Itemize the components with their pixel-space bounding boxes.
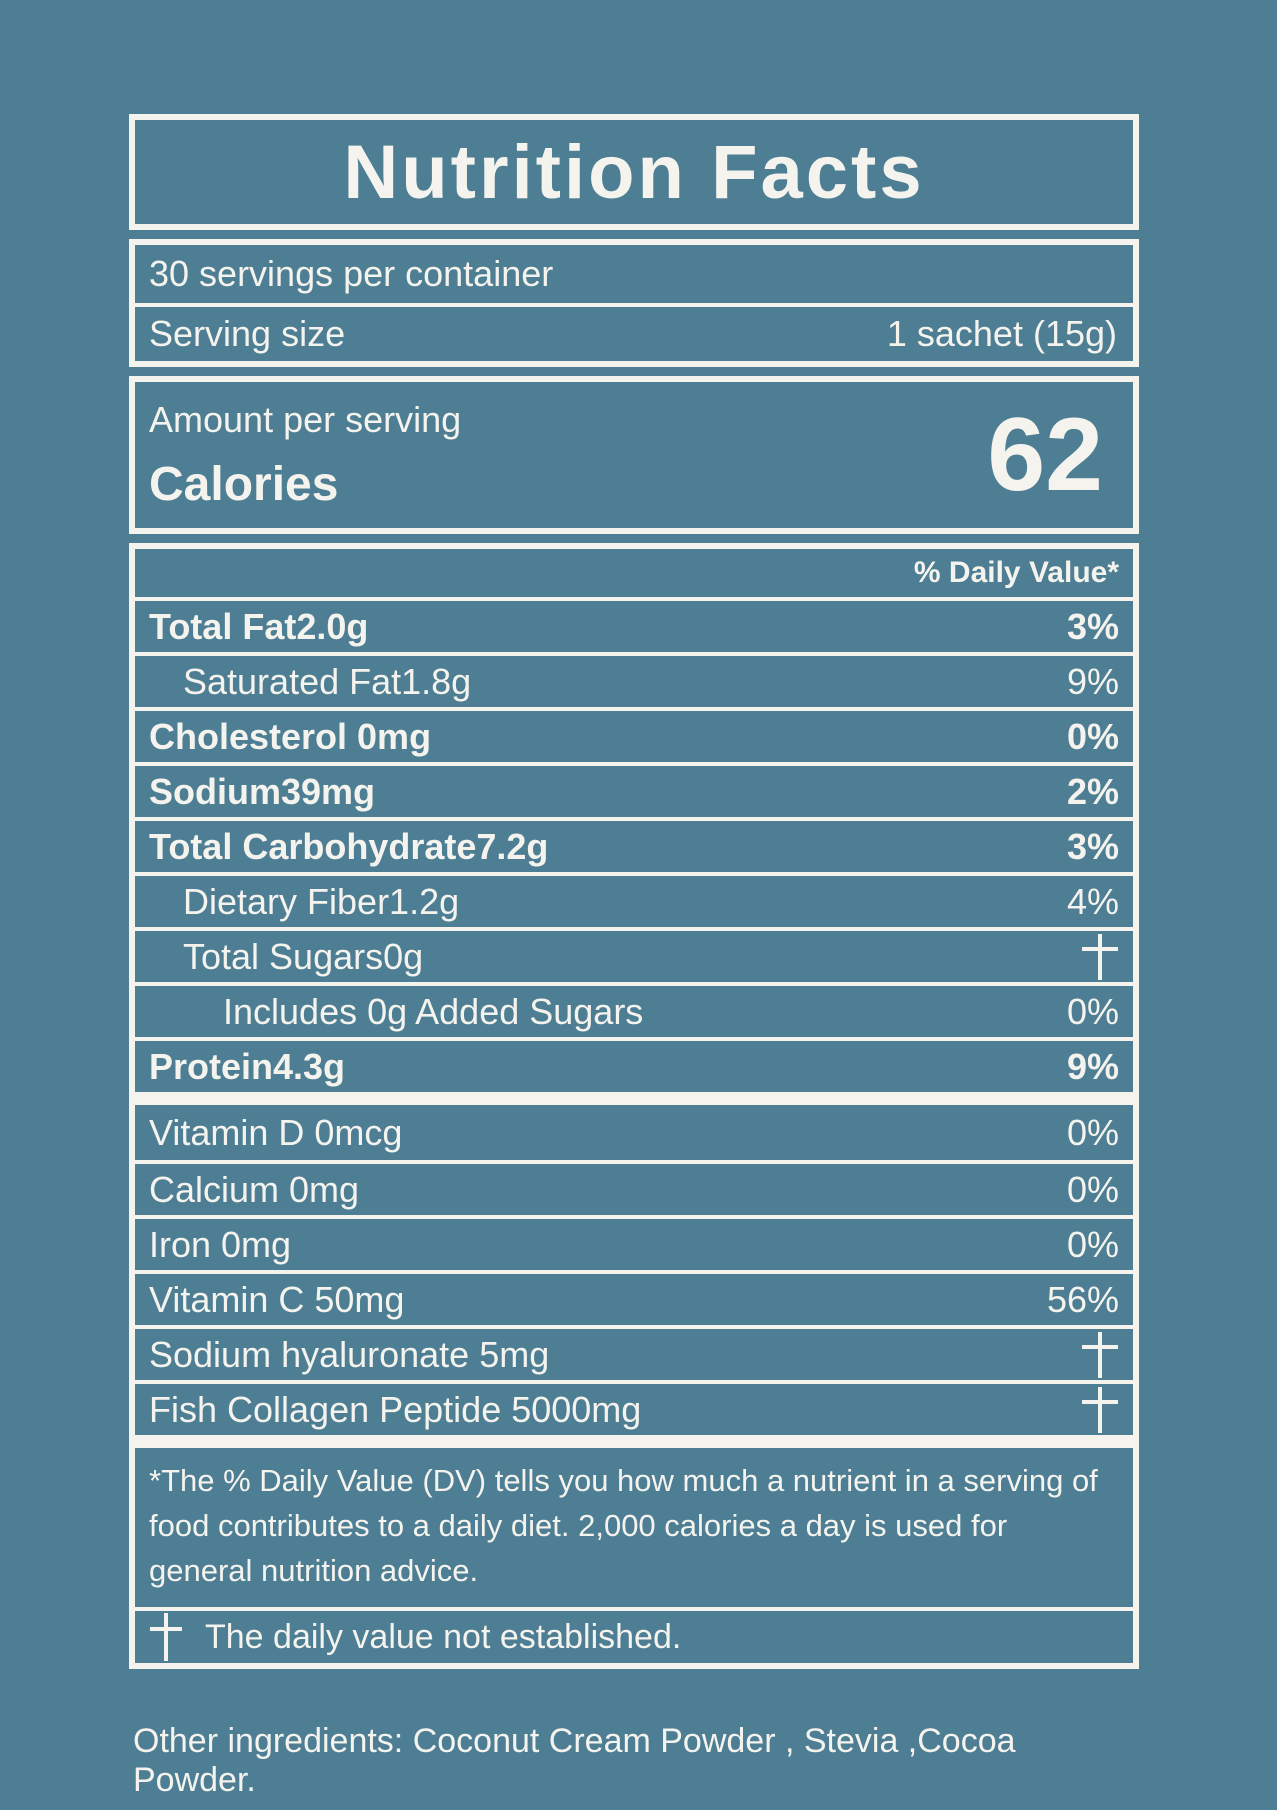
dagger-cross-icon (149, 1613, 183, 1661)
nutrient-row: Vitamin D 0mcg 0% (135, 1105, 1133, 1160)
nutrient-row: Total Carbohydrate7.2g 3% (135, 817, 1133, 872)
servings-per-container-text: 30 servings per container (149, 253, 554, 294)
nutrient-name: Fish Collagen Peptide 5000mg (149, 1388, 642, 1430)
title-box: Nutrition Facts (129, 114, 1139, 230)
box-gap (129, 367, 1139, 376)
nutrient-name: Vitamin C 50mg (149, 1278, 405, 1320)
nutrient-daily-value: 9% (1066, 1045, 1119, 1087)
nutrient-row: Sodium39mg 2% (135, 762, 1133, 817)
nutrient-row: Total Sugars0g (135, 927, 1133, 982)
nutrient-name: Saturated Fat1.8g (183, 660, 472, 702)
page-title: Nutrition Facts (343, 129, 925, 215)
nutrient-row: Dietary Fiber1.2g 4% (135, 872, 1133, 927)
thick-divider (135, 1092, 1133, 1105)
servings-per-container-row: 30 servings per container (135, 245, 1133, 303)
nutrient-name: Sodium39mg (149, 770, 376, 812)
dagger-note-text: The daily value not established. (205, 1617, 682, 1656)
nutrient-daily-value: 0% (1066, 1111, 1119, 1153)
nutrient-daily-value: 0% (1066, 990, 1119, 1032)
dagger-cross-icon (1081, 934, 1119, 980)
serving-size-value: 1 sachet (15g) (886, 313, 1117, 354)
nutrient-row: Protein4.3g 9% (135, 1037, 1133, 1092)
daily-value-header: % Daily Value* (913, 556, 1119, 589)
nutrient-row: Sodium hyaluronate 5mg (135, 1325, 1133, 1380)
dagger-cross-icon (1081, 1332, 1119, 1378)
nutrient-name: Vitamin D 0mcg (149, 1111, 403, 1153)
nutrient-row: Cholesterol 0mg 0% (135, 707, 1133, 762)
nutrient-daily-value: 3% (1066, 825, 1119, 867)
nutrient-row: Includes 0g Added Sugars 0% (135, 982, 1133, 1037)
nutrient-daily-value: 0% (1066, 715, 1119, 757)
box-gap (129, 534, 1139, 543)
nutrients-box: % Daily Value* Total Fat2.0g 3% Saturated … (129, 543, 1139, 1669)
calories-value: 62 (987, 397, 1103, 513)
nutrient-row: Vitamin C 50mg 56% (135, 1270, 1133, 1325)
daily-value-footnote: *The % Daily Value (DV) tells you how mu… (149, 1463, 1098, 1588)
nutrient-daily-value: 0% (1066, 1223, 1119, 1265)
nutrient-row: Iron 0mg 0% (135, 1215, 1133, 1270)
nutrient-name: Calcium 0mg (149, 1168, 360, 1210)
nutrient-daily-value (1081, 1386, 1119, 1432)
nutrient-name: Total Sugars0g (183, 935, 424, 977)
nutrient-name: Total Carbohydrate7.2g (149, 825, 549, 867)
nutrient-daily-value: 2% (1066, 770, 1119, 812)
nutrient-row: Saturated Fat1.8g 9% (135, 652, 1133, 707)
nutrition-facts-label: Nutrition Facts 30 servings per containe… (129, 114, 1139, 1669)
nutrient-daily-value: 56% (1046, 1278, 1119, 1320)
nutrient-daily-value (1081, 933, 1119, 979)
nutrient-daily-value: 3% (1066, 605, 1119, 647)
servings-box: 30 servings per container Serving size 1… (129, 239, 1139, 367)
nutrient-daily-value: 9% (1066, 660, 1119, 702)
nutrient-name: Sodium hyaluronate 5mg (149, 1333, 550, 1375)
serving-size-label: Serving size (149, 313, 346, 354)
nutrient-row: Calcium 0mg 0% (135, 1160, 1133, 1215)
other-ingredients-text: Other ingredients: Coconut Cream Powder … (133, 1722, 1016, 1799)
nutrient-name: Iron 0mg (149, 1223, 292, 1265)
amount-per-serving-label: Amount per serving (149, 398, 462, 440)
nutrient-name: Cholesterol 0mg (149, 715, 432, 757)
thick-divider (135, 1435, 1133, 1448)
dagger-cross-icon (1081, 1387, 1119, 1433)
nutrient-rows: Total Fat2.0g 3% Saturated Fat1.8g 9% Choles… (135, 597, 1133, 1448)
nutrient-daily-value: 4% (1066, 880, 1119, 922)
dagger-note-row: The daily value not established. (135, 1607, 1133, 1663)
box-gap (129, 230, 1139, 239)
nutrient-row: Fish Collagen Peptide 5000mg (135, 1380, 1133, 1435)
calories-label: Calories (149, 457, 339, 511)
nutrient-name: Protein4.3g (149, 1045, 346, 1087)
nutrient-name: Includes 0g Added Sugars (223, 990, 644, 1032)
nutrient-daily-value (1081, 1331, 1119, 1377)
serving-size-row: Serving size 1 sachet (15g) (135, 303, 1133, 361)
nutrient-row: Total Fat2.0g 3% (135, 597, 1133, 652)
nutrient-daily-value: 0% (1066, 1168, 1119, 1210)
nutrient-name: Dietary Fiber1.2g (183, 880, 460, 922)
nutrient-name: Total Fat2.0g (149, 605, 369, 647)
calories-left-block: Amount per serving Calories (149, 399, 461, 512)
calories-box: Amount per serving Calories 62 (129, 376, 1139, 534)
